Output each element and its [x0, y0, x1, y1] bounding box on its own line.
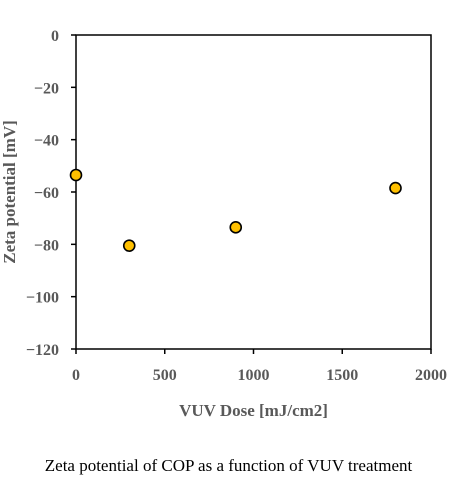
y-tick-label: −40 [34, 133, 59, 150]
plot-area-frame [75, 34, 432, 350]
y-tick-label: −60 [34, 185, 59, 202]
figure-caption: Zeta potential of COP as a function of V… [44, 456, 413, 475]
data-point [229, 221, 243, 234]
y-axis-ticks: 0 −20 −40 −60 −80 −100 −120 [26, 28, 76, 359]
x-axis-title: VUV Dose [mJ/cm2] [179, 401, 328, 420]
data-point [69, 168, 83, 182]
x-axis-ticks: 0 500 1000 1500 2000 [72, 349, 447, 384]
x-tick-label: 1500 [326, 367, 358, 384]
y-tick-label: −80 [34, 237, 59, 254]
data-point [122, 239, 136, 252]
data-point [389, 181, 402, 195]
y-axis-title: Zeta potential [mV] [0, 120, 19, 264]
y-tick-label: 0 [51, 28, 59, 45]
y-tick-label: −120 [26, 342, 59, 359]
x-tick-label: 1000 [238, 367, 270, 384]
y-tick-label: −100 [26, 290, 59, 307]
y-tick-label: −20 [34, 80, 59, 97]
chart: 0 −20 −40 −60 −80 −100 −120 0 500 1000 1500 2000 V… [0, 28, 447, 420]
x-tick-label: 500 [153, 367, 177, 384]
x-tick-label: 0 [72, 367, 80, 384]
x-tick-label: 2000 [415, 367, 447, 384]
data-points [69, 168, 402, 252]
